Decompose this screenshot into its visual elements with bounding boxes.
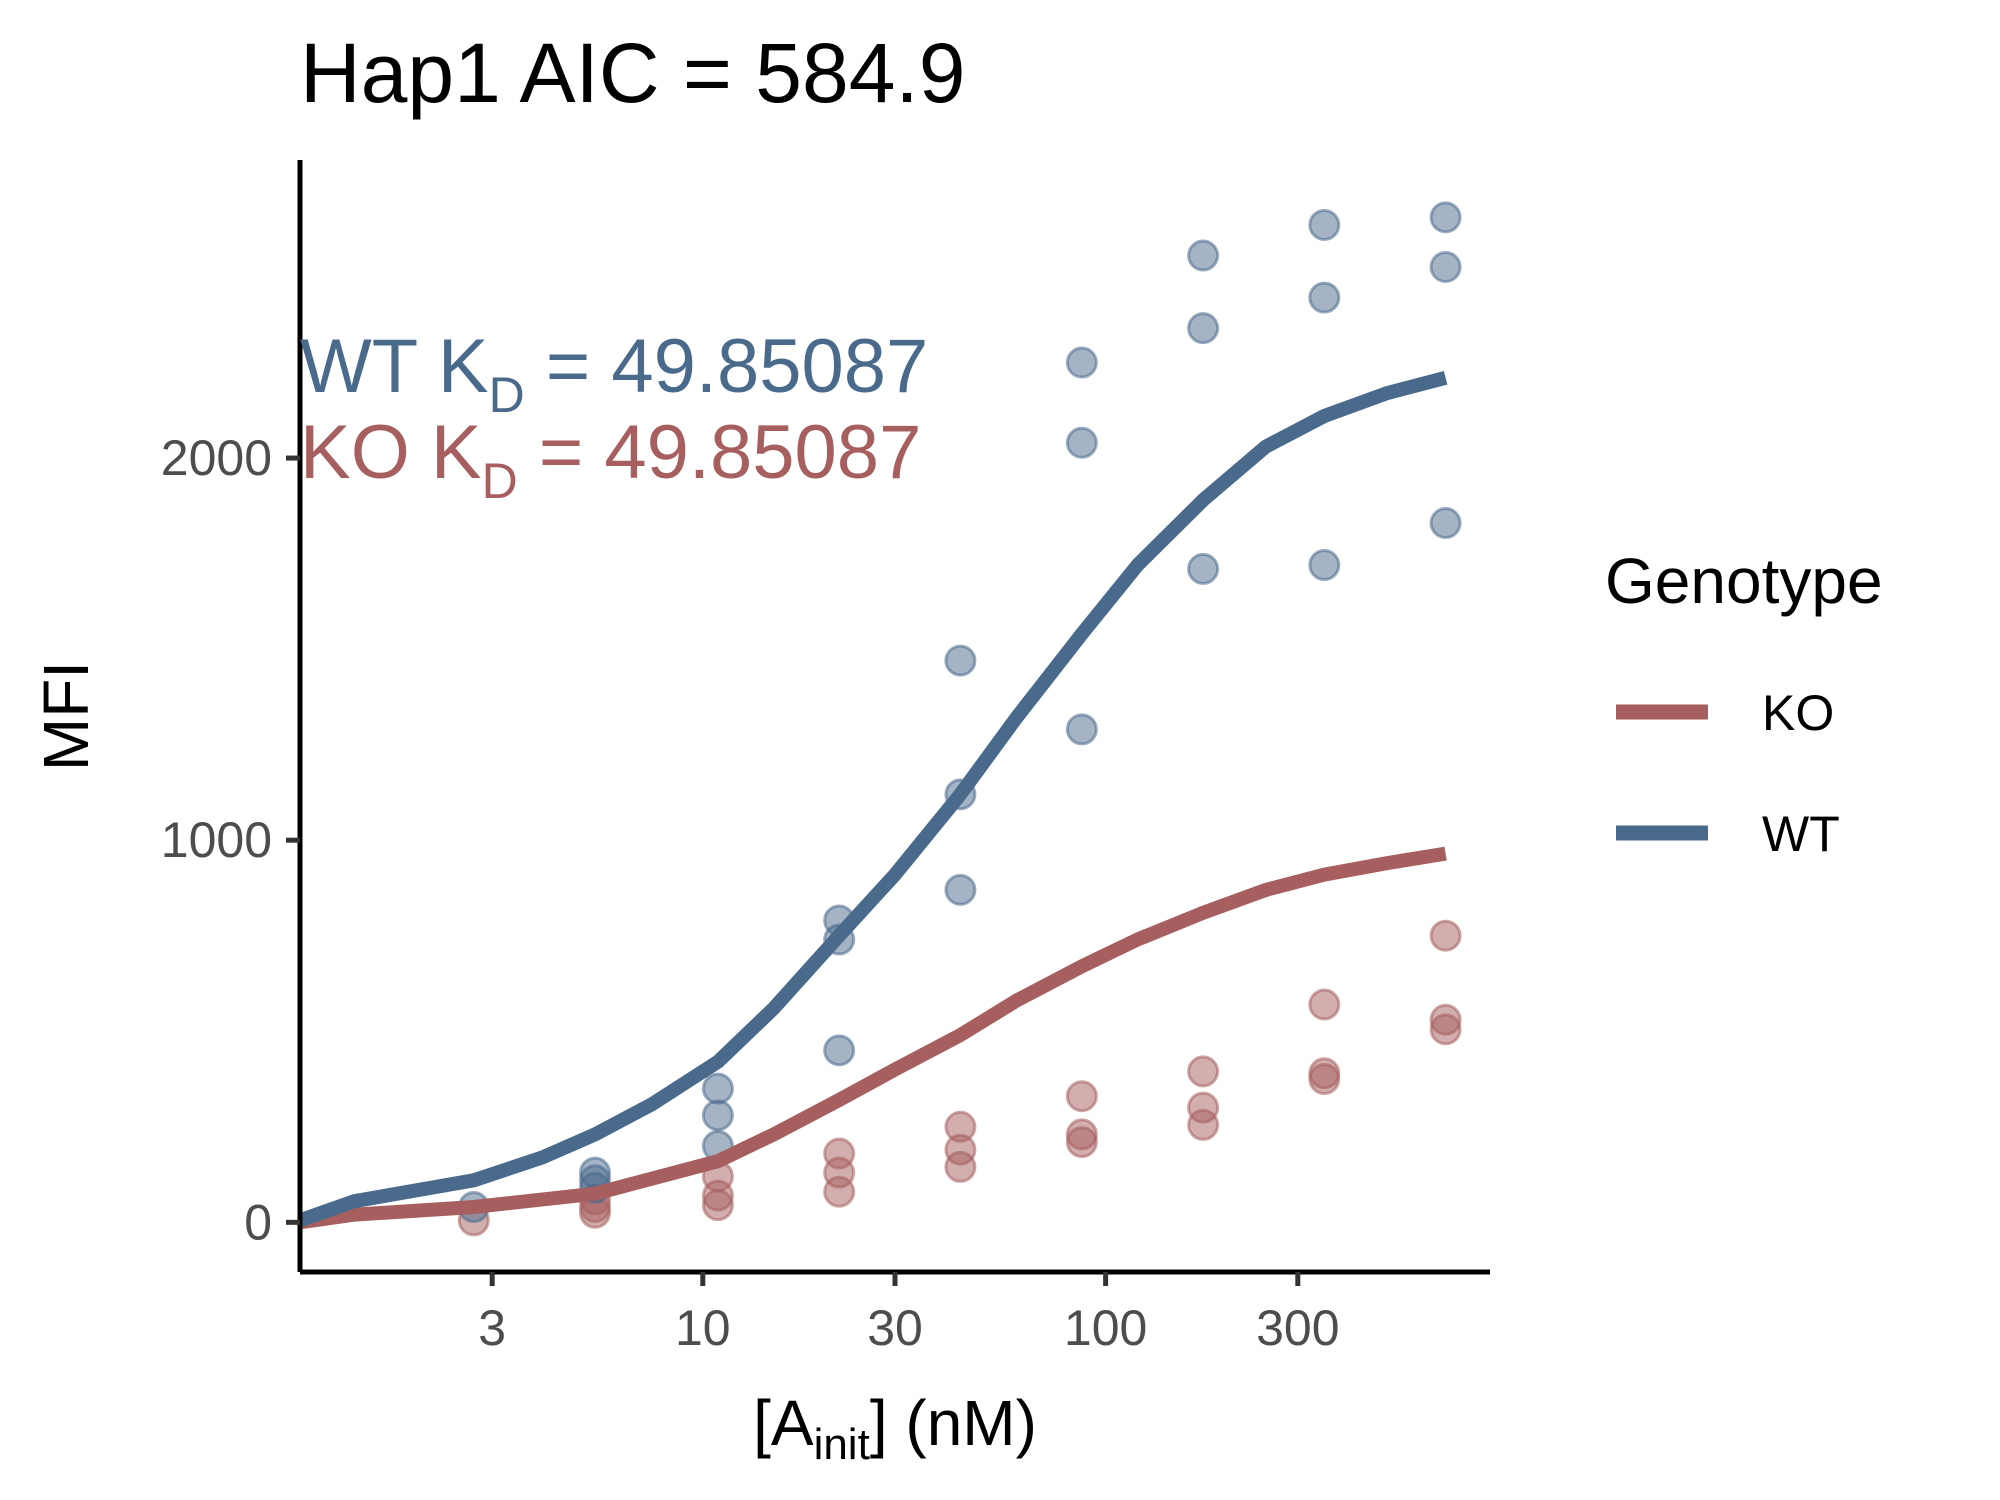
- x-tick-label: 10: [675, 1300, 731, 1356]
- legend-title: Genotype: [1605, 545, 1883, 617]
- chart-title: Hap1 AIC = 584.9: [300, 26, 965, 120]
- legend: Genotype KO WT: [1605, 545, 1883, 862]
- y-axis-title: MFI: [30, 661, 102, 771]
- x-axis-ticks: 3 10 30 100 300: [478, 1272, 1340, 1356]
- data-point-wt: [1187, 312, 1220, 345]
- y-tick-label: 2000: [161, 430, 272, 486]
- data-point-wt: [823, 1034, 856, 1067]
- x-tick-label: 3: [478, 1300, 506, 1356]
- plot-area: [297, 201, 1462, 1237]
- data-point-ko: [1429, 1013, 1462, 1046]
- data-point-wt: [1429, 250, 1462, 283]
- y-tick-label: 0: [244, 1194, 272, 1250]
- y-tick-label: 1000: [161, 812, 272, 868]
- y-axis-ticks: 0 1000 2000: [161, 430, 300, 1250]
- data-point-ko: [1187, 1108, 1220, 1141]
- data-point-wt: [1429, 507, 1462, 540]
- x-tick-label: 300: [1256, 1300, 1339, 1356]
- data-point-ko: [1308, 1063, 1341, 1096]
- x-axis-title: [Ainit] (nM): [753, 1387, 1037, 1469]
- data-point-ko: [1187, 1055, 1220, 1088]
- x-tick-label: 100: [1064, 1300, 1147, 1356]
- data-point-ko: [944, 1150, 977, 1183]
- data-point-wt: [1065, 346, 1098, 379]
- data-point-ko: [701, 1189, 734, 1222]
- data-point-wt: [944, 873, 977, 906]
- legend-label-wt: WT: [1762, 806, 1840, 862]
- data-point-wt: [701, 1099, 734, 1132]
- data-point-ko: [823, 1175, 856, 1208]
- fit-line-wt: [297, 371, 1448, 1227]
- data-point-ko: [1065, 1080, 1098, 1113]
- data-point-ko: [1065, 1126, 1098, 1159]
- data-point-wt: [1187, 239, 1220, 272]
- legend-label-ko: KO: [1762, 685, 1834, 741]
- data-point-wt: [701, 1072, 734, 1105]
- data-point-ko: [1308, 988, 1341, 1021]
- fit-line-ko: [299, 846, 1447, 1230]
- data-point-wt: [944, 644, 977, 677]
- data-point-wt: [1308, 208, 1341, 241]
- data-point-wt: [1065, 426, 1098, 459]
- data-point-wt: [1308, 281, 1341, 314]
- data-point-wt: [1308, 549, 1341, 582]
- data-point-wt: [1065, 713, 1098, 746]
- data-point-wt: [1187, 552, 1220, 585]
- kd-annotation-wt: WT KD = 49.85087: [300, 324, 928, 423]
- x-tick-label: 30: [867, 1300, 923, 1356]
- data-point-ko: [1429, 919, 1462, 952]
- kd-annotation-ko: KO KD = 49.85087: [300, 410, 921, 509]
- data-point-wt: [1429, 201, 1462, 234]
